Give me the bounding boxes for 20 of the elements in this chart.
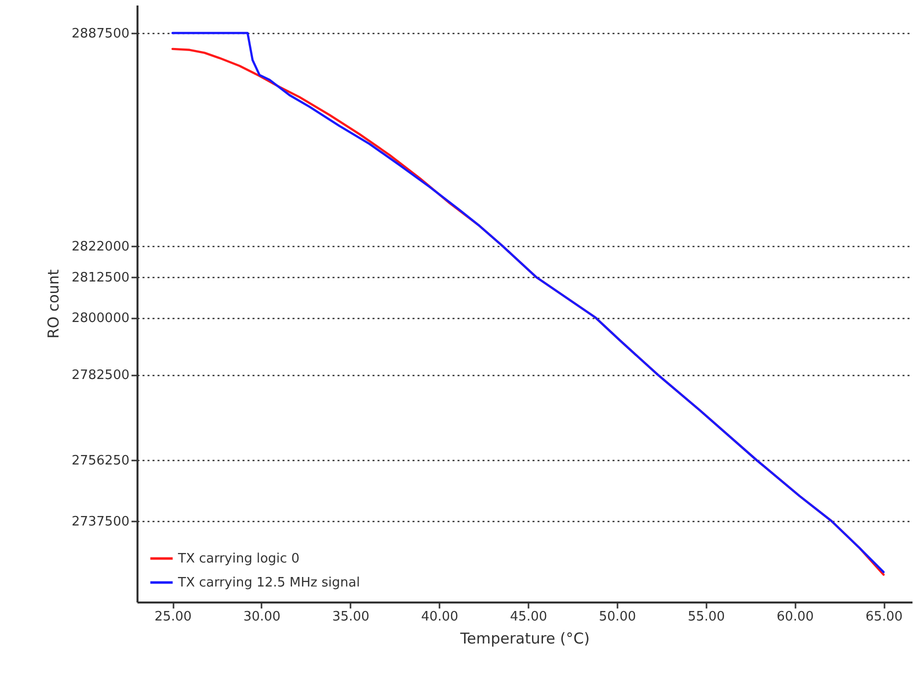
y-axis-title: RO count	[44, 269, 63, 339]
legend-label: TX carrying 12.5 MHz signal	[177, 576, 360, 590]
x-tick-label: 25.00	[154, 610, 192, 624]
legend-label: TX carrying logic 0	[177, 552, 300, 566]
x-tick-label: 55.00	[688, 610, 725, 624]
y-tick-label: 2737500	[72, 514, 130, 530]
x-tick-label: 45.00	[510, 610, 548, 624]
x-tick-label: 40.00	[421, 610, 458, 624]
x-tick-label: 35.00	[332, 610, 370, 624]
y-tick-label: 2887500	[72, 26, 130, 42]
y-tick-label: 2756250	[72, 453, 130, 468]
x-tick-label: 60.00	[776, 610, 814, 624]
y-tick-label: 2822000	[72, 240, 130, 255]
x-tick-label: 50.00	[598, 610, 636, 624]
y-tick-label: 2800000	[72, 311, 130, 326]
x-tick-label: 65.00	[865, 610, 903, 624]
x-tick-label: 30.00	[243, 610, 281, 624]
x-axis-title: Temperature (°C)	[459, 630, 590, 648]
y-tick-label: 2782500	[72, 368, 130, 384]
y-tick-label: 2812500	[72, 270, 130, 286]
